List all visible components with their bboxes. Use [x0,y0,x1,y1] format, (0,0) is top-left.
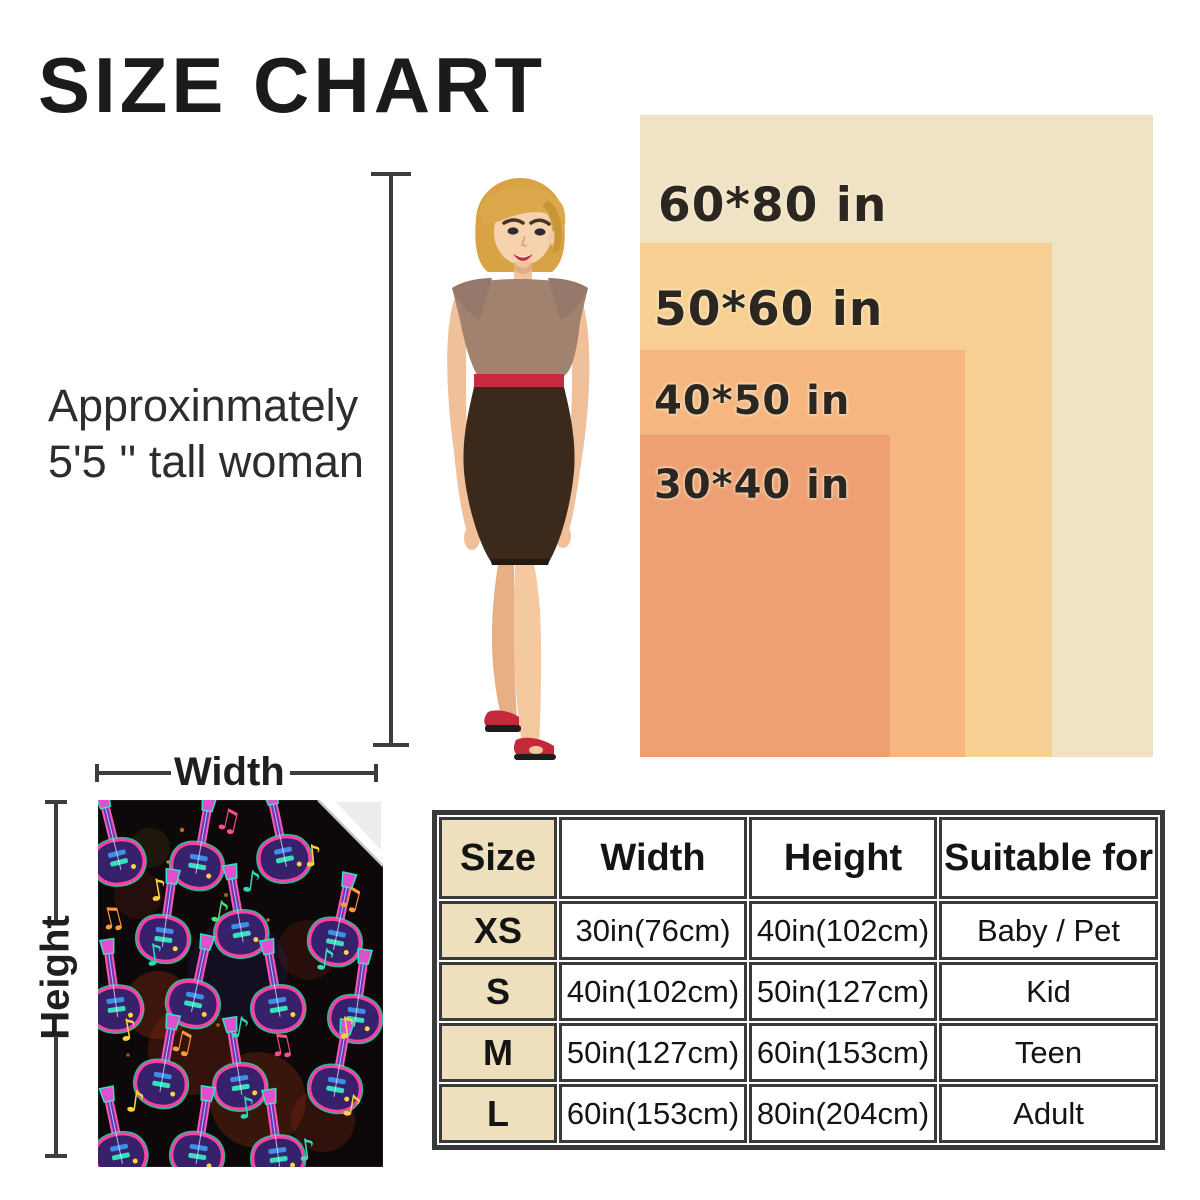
suitable-cell: Adult [939,1084,1159,1143]
size-cell: XS [439,901,557,960]
height-measure-lower-line [54,1036,58,1154]
size-box-label-30x40: 30*40 in [654,462,851,508]
blanket-illustration: ♫ ♪ ♪ ♪ ♫ ♪ ♫ ♪ ♪ ♪ ♪ ♪ ♫ ♫ ♪ ♪ ♪ ♪ [98,800,383,1167]
suitable-cell: Teen [939,1023,1159,1082]
width-cell: 60in(153cm) [559,1084,747,1143]
svg-text:♪: ♪ [335,1010,359,1047]
width-cell: 40in(102cm) [559,962,747,1021]
svg-text:♪: ♪ [143,937,167,974]
height-measure-upper-line [54,804,58,920]
approx-height-note: Approxinmately 5'5 '' tall woman [48,378,364,490]
page-title: SIZE CHART [38,41,546,129]
table-row-s: S 40in(102cm) 50in(127cm) Kid [439,962,1159,1021]
size-box-30x40 [640,435,890,757]
size-cell: M [439,1023,557,1082]
svg-text:♪: ♪ [123,1084,147,1121]
width-measure-left-tick [95,764,99,782]
width-measure-label: Width [174,750,285,794]
height-measure-top-cap [45,800,67,804]
height-cell: 40in(102cm) [749,901,937,960]
table-row-xs: XS 30in(76cm) 40in(102cm) Baby / Pet [439,901,1159,960]
size-cell: S [439,962,557,1021]
woman-measure-bottom-cap [373,743,409,747]
header-suitable-for: Suitable for [939,817,1159,899]
width-cell: 30in(76cm) [559,901,747,960]
header-height: Height [749,817,937,899]
svg-text:♪: ♪ [302,838,325,875]
width-measure-left-line [99,771,171,775]
woman-illustration [447,178,590,760]
size-cell: L [439,1084,557,1143]
svg-text:♪: ♪ [235,1090,259,1127]
size-table: Size Width Height Suitable for XS 30in(7… [432,810,1166,1150]
height-cell: 80in(204cm) [749,1084,937,1143]
svg-text:♪: ♪ [239,864,263,901]
music-note-pattern: ♫ ♪ ♪ ♪ ♫ ♪ ♫ ♪ ♪ ♪ ♪ ♪ ♫ ♫ ♪ ♪ ♪ ♪ [98,801,368,1167]
svg-text:♪: ♪ [295,1132,319,1167]
table-row-m: M 50in(127cm) 60in(153cm) Teen [439,1023,1159,1082]
height-cell: 60in(153cm) [749,1023,937,1082]
size-box-label-60x80: 60*80 in [658,178,888,233]
approx-note-line1: Approxinmately [48,380,359,431]
header-width: Width [559,817,747,899]
width-measure-right-line [290,771,374,775]
size-box-label-40x50: 40*50 in [654,378,851,424]
suitable-cell: Baby / Pet [939,901,1159,960]
table-row-l: L 60in(153cm) 80in(204cm) Adult [439,1084,1159,1143]
woman-measure-line [389,175,393,744]
height-cell: 50in(127cm) [749,962,937,1021]
header-size: Size [439,817,557,899]
woman-measure-top-cap [371,172,411,176]
width-cell: 50in(127cm) [559,1023,747,1082]
table-header-row: Size Width Height Suitable for [439,817,1159,899]
size-box-label-50x60: 50*60 in [654,282,884,337]
height-measure-bottom-cap [45,1154,67,1158]
approx-note-line2: 5'5 '' tall woman [48,435,364,487]
width-measure-right-tick [374,764,378,782]
suitable-cell: Kid [939,962,1159,1021]
blanket-folded-corner [317,800,383,867]
svg-text:♪: ♪ [313,942,337,979]
